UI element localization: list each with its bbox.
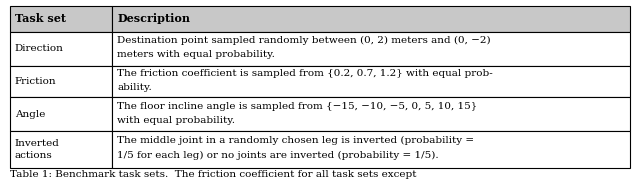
Text: The floor incline angle is sampled from {−15, −10, −5, 0, 5, 10, 15}: The floor incline angle is sampled from … <box>117 102 477 111</box>
Bar <box>112 131 630 168</box>
Bar <box>10 97 112 131</box>
Text: Task set: Task set <box>15 13 66 24</box>
Bar <box>112 97 630 131</box>
Text: ability.: ability. <box>117 83 152 92</box>
Bar <box>112 66 630 97</box>
Text: The middle joint in a randomly chosen leg is inverted (probability =: The middle joint in a randomly chosen le… <box>117 136 474 145</box>
Text: The friction coefficient is sampled from {0.2, 0.7, 1.2} with equal prob-: The friction coefficient is sampled from… <box>117 69 493 78</box>
Text: 1/5 for each leg) or no joints are inverted (probability = 1/5).: 1/5 for each leg) or no joints are inver… <box>117 151 439 160</box>
Text: meters with equal probability.: meters with equal probability. <box>117 50 275 59</box>
Bar <box>10 6 112 32</box>
Bar <box>10 131 112 168</box>
Text: Friction: Friction <box>15 77 56 86</box>
Text: Table 1: Benchmark task sets.  The friction coefficient for all task sets except: Table 1: Benchmark task sets. The fricti… <box>10 170 419 179</box>
Text: Destination point sampled randomly between (0, 2) meters and (0, −2): Destination point sampled randomly betwe… <box>117 36 491 45</box>
Text: Inverted
actions: Inverted actions <box>15 139 60 160</box>
Text: Description: Description <box>117 13 190 24</box>
Bar <box>112 32 630 66</box>
Bar <box>10 32 112 66</box>
Bar <box>112 6 630 32</box>
Text: Angle: Angle <box>15 110 45 119</box>
Text: with equal probability.: with equal probability. <box>117 116 235 125</box>
Text: Direction: Direction <box>15 44 63 53</box>
Bar <box>10 66 112 97</box>
